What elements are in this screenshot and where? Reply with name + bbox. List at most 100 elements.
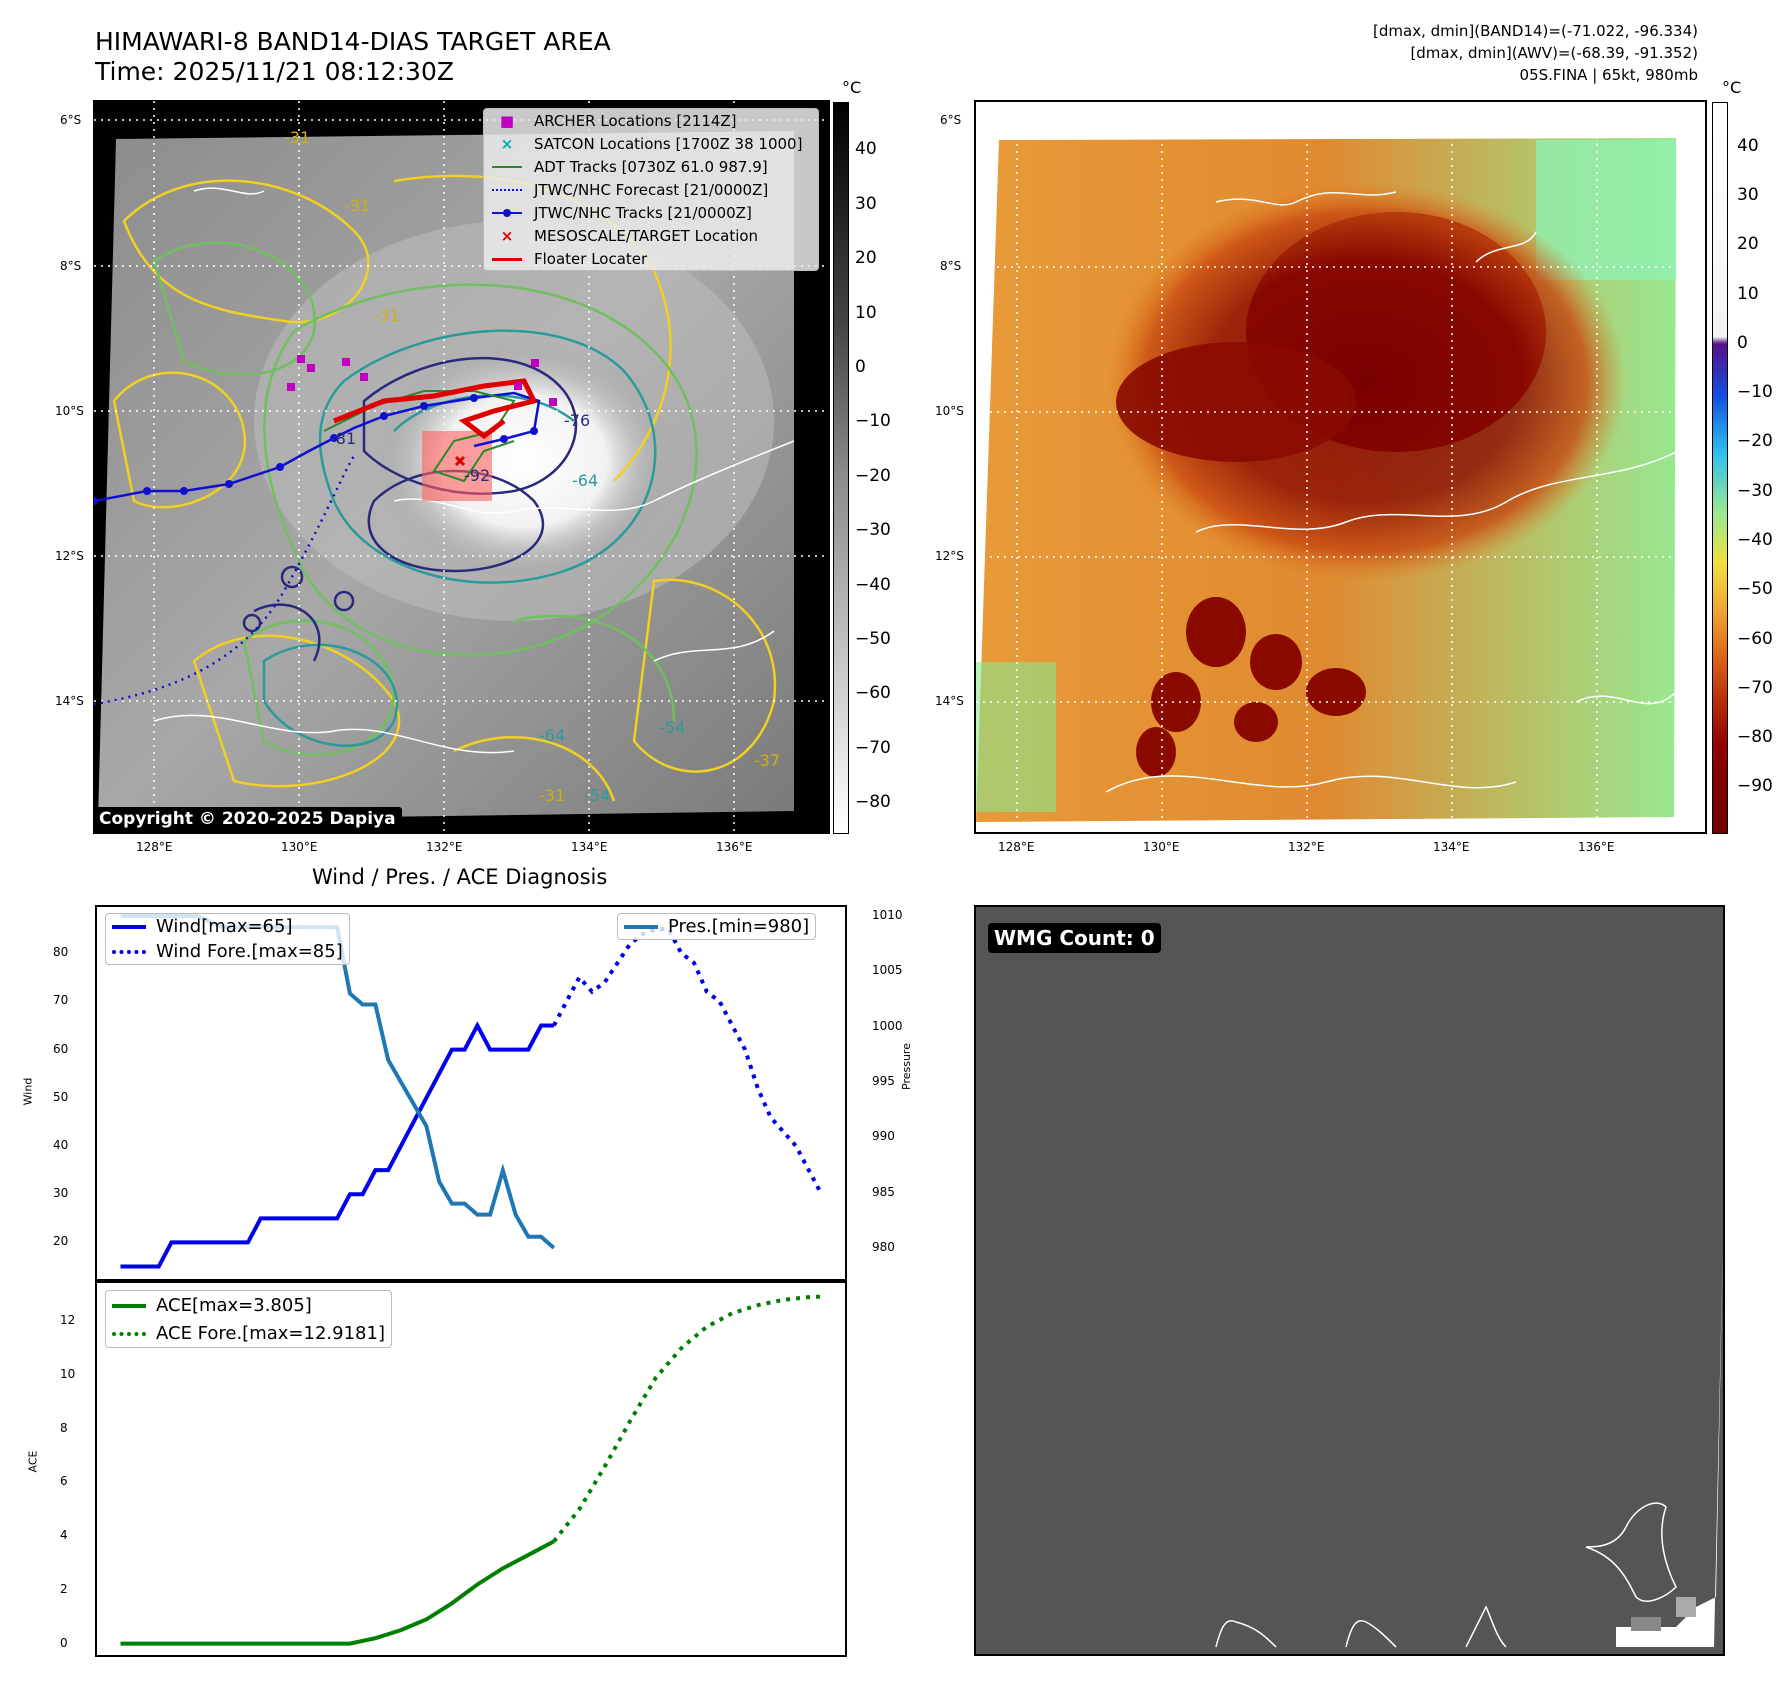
jtwc-track [93,391,541,503]
ace-series-line-1 [552,1294,822,1543]
line-marker-icon [624,916,658,937]
y-tick-label-right: 1005 [872,963,903,978]
contour-label: -92 [464,466,490,485]
legend-item-ace-forecast: ACE Fore.[max=12.9181] [106,1319,391,1347]
lon-tick: 134°E [571,840,608,854]
colorbar-tick: −10 [855,411,891,432]
lon-tick: 130°E [281,840,318,854]
legend-label: JTWC/NHC Tracks [21/0000Z] [534,203,752,222]
legend-item-jtwc-forecast: JTWC/NHC Forecast [21/0000Z] [484,178,818,201]
colorbar-tick: −90 [1737,776,1773,797]
y-tick-label-right: 1000 [872,1018,903,1033]
x-marker-icon: × [500,134,514,153]
wind-axis-label: Wind [21,1077,35,1106]
colorbar-tick: −80 [1737,727,1773,748]
y-tick-label: 4 [60,1528,68,1543]
lon-tick: 132°E [1288,840,1325,854]
ir-map-panel: -31 -31 -31 -81 -76 -64 -54 -64 -54 -37 … [90,100,830,834]
contour-label: -31 [374,306,400,325]
info-awv-range: [dmax, dmin](AWV)=(-68.39, -91.352) [1410,44,1698,62]
colorbar-tick: −80 [855,792,891,813]
diagnosis-title: Wind / Pres. / ACE Diagnosis [312,865,608,889]
colorbar-tick: 10 [855,302,877,323]
legend-label: Floater Locater [534,249,648,268]
cold-cloud-blobs [1136,597,1366,777]
floater-locator-track [333,378,538,440]
legend-label: MESOSCALE/TARGET Location [534,226,759,245]
colorbar-unit: °C [1722,78,1742,97]
coastlines [1105,191,1677,793]
y-tick-label-right: 995 [872,1073,895,1088]
ace-chart [95,1281,847,1657]
contour-label: -76 [564,411,590,430]
mesoscale-target-marker [454,455,466,467]
wind-legend: Wind[max=65] Wind Fore.[max=85] [105,913,350,965]
legend-label: Wind[max=65] [156,916,293,937]
lat-tick: 14°S [935,694,964,708]
lat-tick: 10°S [55,404,84,418]
figure-title: HIMAWARI-8 BAND14-DIAS TARGET AREA [95,27,611,56]
coastlines [153,187,795,754]
plot-frame [95,905,847,1281]
colorbar-tick: −40 [1737,530,1773,550]
legend-label: ACE Fore.[max=12.9181] [156,1322,385,1344]
y-tick-label: 20 [53,1234,69,1249]
legend-label: ACE[max=3.805] [156,1294,312,1316]
lon-tick: 136°E [1578,840,1615,854]
contour-label: -54 [584,786,610,805]
contour-label: -31 [539,786,565,805]
colorbar-tick: −40 [855,574,891,595]
colorbar-tick: −10 [1737,382,1773,403]
figure-timestamp: Time: 2025/11/21 08:12:30Z [95,57,454,86]
y-tick-label: 6 [60,1474,68,1489]
legend-item-jtwc-tracks: JTWC/NHC Tracks [21/0000Z] [484,201,818,224]
colorbar-tick: −30 [1737,480,1773,501]
legend-item-archer: ■ ARCHER Locations [2114Z] [484,109,818,132]
lon-tick: 136°E [716,840,753,854]
square-marker-icon: ■ [499,111,515,130]
lat-tick: 14°S [55,694,84,708]
dotted-line-icon [490,181,524,199]
colorbar-tick: 40 [1737,135,1759,156]
legend-label: Wind Fore.[max=85] [156,941,343,962]
contour-label: -64 [572,471,598,490]
legend-item-pressure: Pres.[min=980] [618,914,815,939]
legend-item-adt: ADT Tracks [0730Z 61.0 987.9] [484,155,818,178]
coastlines [1215,1502,1677,1648]
lat-tick: 12°S [55,549,84,563]
colorbar-tick: −60 [855,683,891,704]
y-tick-label: 70 [53,993,69,1008]
y-tick-label: 40 [53,1138,69,1153]
colorbar-tick: −60 [1737,628,1773,649]
legend-item-wind: Wind[max=65] [106,914,349,939]
colorbar-tick: −70 [855,737,891,758]
map-legend: ■ ARCHER Locations [2114Z] × SATCON Locati… [483,108,819,271]
pressure-legend: Pres.[min=980] [617,913,817,940]
legend-item-satcon: × SATCON Locations [1700Z 38 1000] [484,132,818,155]
lon-tick: 128°E [998,840,1035,854]
info-band14-range: [dmax, dmin](BAND14)=(-71.022, -96.334) [1373,22,1698,40]
lat-tick: 8°S [60,259,82,273]
y-tick-label: 2 [60,1581,68,1596]
colorbar-tick: 30 [1737,185,1759,206]
wmg-image [1215,1237,1723,1648]
colorbar-tick: −70 [1737,677,1773,698]
colorbar-tick: 30 [855,193,877,214]
colorbar-tick: 0 [855,356,866,377]
legend-label: SATCON Locations [1700Z 38 1000] [534,134,803,153]
awv-map-panel [974,100,1707,834]
legend-item-ace: ACE[max=3.805] [106,1291,391,1319]
line-marker-icon [112,916,146,937]
ir-colorbar [833,102,849,834]
line-marker-icon [112,1295,146,1316]
y-tick-label-right: 985 [872,1184,895,1199]
lon-tick: 130°E [1143,840,1180,854]
archer-locations [287,355,557,406]
y-tick-label: 80 [53,945,69,960]
line-marker-icon [490,250,524,268]
ace-legend: ACE[max=3.805] ACE Fore.[max=12.9181] [105,1290,392,1348]
contour-label: -31 [344,196,370,215]
y-tick-label-right: 990 [872,1129,895,1144]
plot-frame [95,1281,847,1657]
y-tick-label-right: 980 [872,1239,895,1254]
